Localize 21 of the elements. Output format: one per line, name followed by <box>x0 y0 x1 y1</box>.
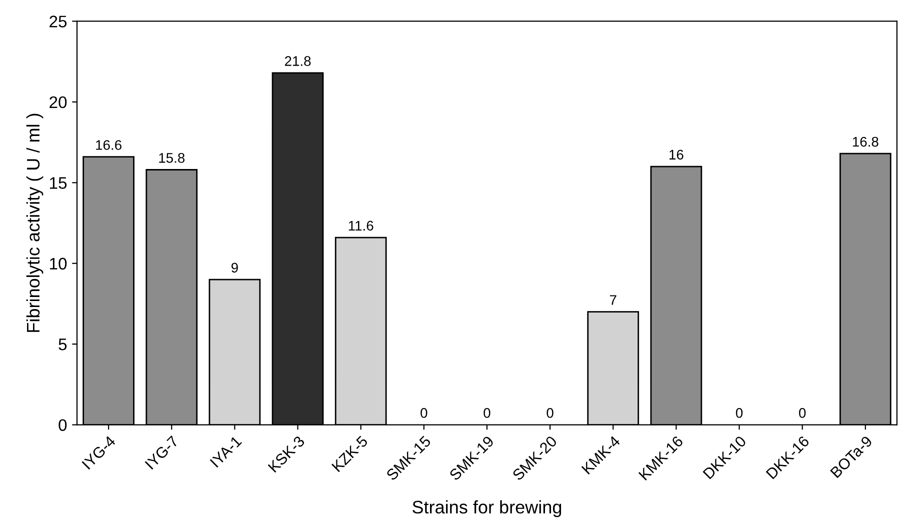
y-tick-label: 20 <box>50 96 67 108</box>
data-label: 0 <box>736 408 743 418</box>
y-tick-label: 15 <box>50 177 67 189</box>
data-label: 0 <box>484 408 490 418</box>
data-label: 7 <box>610 295 616 305</box>
y-axis-title: Fibrinolytic activity ( U / ml ) <box>26 114 44 332</box>
y-tick-label: 5 <box>58 338 67 350</box>
data-label: 0 <box>546 408 554 418</box>
data-label: 16.6 <box>96 140 122 150</box>
data-label: 9 <box>231 262 238 273</box>
data-label: 0 <box>420 408 428 418</box>
data-label: 0 <box>799 408 806 418</box>
data-label: 16 <box>670 150 684 160</box>
data-label: 21.8 <box>284 56 311 66</box>
y-tick-label: 0 <box>58 419 67 432</box>
x-axis-title: Strains for brewing <box>412 500 562 518</box>
data-label: 11.6 <box>348 220 374 231</box>
y-tick-label: 25 <box>50 16 67 28</box>
y-tick-label: 10 <box>50 258 67 270</box>
data-label: 16.8 <box>852 136 878 147</box>
data-label: 15.8 <box>159 153 185 163</box>
